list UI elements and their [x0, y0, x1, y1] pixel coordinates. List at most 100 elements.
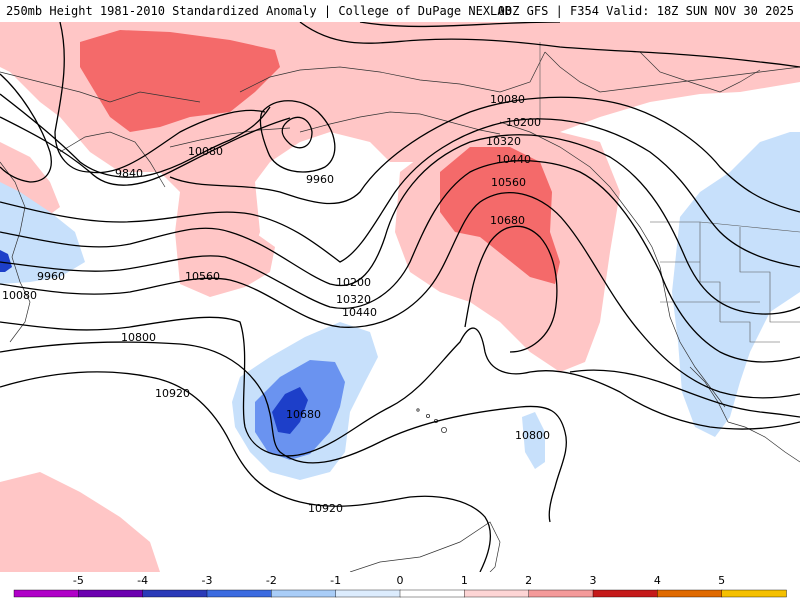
colorbar-tick-label: 0	[397, 574, 404, 587]
colorbar-segment	[657, 589, 723, 598]
contour-label-10920: 10920	[308, 502, 343, 515]
negative-anomaly-core-shading	[0, 250, 345, 460]
colorbar: -5 -4 -3 -2 -1 0 1 2 3 4 5	[0, 572, 800, 600]
anomaly-pos1-southwest	[0, 472, 160, 572]
colorbar-tick-label: 4	[654, 574, 661, 587]
map-panel: 9840 10080 9960 10080 10560 9960 10200 1…	[0, 22, 800, 572]
height-contours	[0, 22, 800, 572]
anomaly-pos2-gulf-alaska	[440, 147, 560, 284]
colorbar-segments	[13, 589, 787, 598]
contour-label-9840: 9840	[115, 167, 143, 180]
anomaly-neg3-asia	[0, 250, 12, 272]
contour-10440-arc	[0, 160, 800, 363]
contour-10200-arc	[0, 118, 800, 268]
coastline-kamchatka	[59, 131, 166, 188]
contour-label-10080: 10080	[2, 289, 37, 302]
colorbar-tick-label: -2	[266, 574, 277, 587]
colorbar-svg: -5 -4 -3 -2 -1 0 1 2 3 4 5	[13, 574, 787, 598]
colorbar-tick-label: -3	[202, 574, 213, 587]
contour-label-10800: 10800	[121, 331, 156, 344]
colorbar-segment	[335, 589, 401, 598]
coastline-panhandle	[499, 121, 726, 408]
island-hawaii-1	[416, 408, 420, 412]
header: 250mb Height 1981-2010 Standardized Anom…	[0, 0, 800, 22]
model-run-info: 00Z GFS | F354 Valid: 18Z SUN NOV 30 202…	[497, 4, 794, 18]
coastline-asia-north	[0, 71, 201, 103]
colorbar-segment	[142, 589, 208, 598]
colorbar-segment	[399, 589, 466, 598]
anomaly-pos1-central-pacific	[175, 212, 275, 297]
contour-10920	[0, 371, 492, 572]
colorbar-segment	[592, 589, 659, 598]
anomaly-neg1-hawaii	[522, 412, 545, 469]
contour-label-10560: 10560	[491, 176, 526, 189]
contour-10080-west	[0, 116, 291, 186]
contour-label-9960: 9960	[37, 270, 65, 283]
coastlines	[0, 51, 800, 572]
contour-arctic-1	[299, 22, 800, 68]
contour-9840-asia	[0, 73, 52, 183]
map-title: 250mb Height 1981-2010 Standardized Anom…	[6, 4, 512, 18]
hawaii-islands	[416, 408, 447, 433]
anomaly-neg1-western-us	[672, 132, 800, 437]
contour-10560-arc	[0, 192, 800, 399]
map-svg: 9840 10080 9960 10080 10560 9960 10200 1…	[0, 22, 800, 572]
contour-labels: 9840 10080 9960 10080 10560 9960 10200 1…	[2, 93, 550, 515]
contour-label-10320: 10320	[336, 293, 371, 306]
colorbar-tick-label: 1	[461, 574, 468, 587]
coastline-baja	[689, 366, 729, 423]
contour-label-10080: 10080	[188, 145, 223, 158]
colorbar-segment	[528, 589, 594, 598]
colorbar-tick-label: -4	[137, 574, 148, 587]
contour-10080-arc	[169, 96, 800, 213]
contour-10680-main	[0, 316, 800, 457]
colorbar-tick-label: -5	[73, 574, 84, 587]
contour-9960-low	[259, 100, 336, 173]
border-state-3	[660, 261, 760, 303]
coastline-mexico	[727, 421, 800, 463]
contour-10800-east	[569, 369, 800, 418]
contour-label-10560: 10560	[185, 270, 220, 283]
contour-low-ring-2	[281, 116, 313, 149]
coastline-alaska	[239, 51, 546, 93]
colorbar-segment	[464, 589, 530, 598]
contour-9960-kamchatka	[0, 93, 271, 178]
coastline-alaska-peninsula	[299, 111, 501, 135]
positive-anomaly-core-shading	[80, 30, 560, 284]
contour-10800	[0, 341, 567, 523]
contour-label-10680: 10680	[490, 214, 525, 227]
island-hawaii-4	[440, 426, 447, 433]
contour-label-10920: 10920	[155, 387, 190, 400]
contour-label-10440: 10440	[342, 306, 377, 319]
border-state-4	[720, 321, 780, 343]
contour-label-10200: 10200	[336, 276, 371, 289]
colorbar-tick-label: -1	[330, 574, 341, 587]
anomaly-pos2-bering	[80, 30, 280, 132]
coastline-asia	[0, 161, 31, 343]
contour-label-10320: 10320	[486, 135, 521, 148]
coastline-aleutians	[169, 127, 291, 148]
colorbar-segment	[206, 589, 273, 598]
contour-label-9960: 9960	[306, 173, 334, 186]
contour-label-10680: 10680	[286, 408, 321, 421]
border-us-canada	[650, 221, 800, 233]
colorbar-segment	[13, 589, 80, 598]
border-state-2	[739, 227, 800, 323]
contour-label-10200: 10200	[506, 116, 541, 129]
colorbar-segment	[271, 589, 337, 598]
contour-label-10800: 10800	[515, 429, 550, 442]
colorbar-segment	[721, 589, 787, 598]
colorbar-segment	[78, 589, 144, 598]
colorbar-tick-labels: -5 -4 -3 -2 -1 0 1 2 3 4 5	[73, 574, 725, 587]
island-hawaii-2	[425, 413, 430, 418]
colorbar-tick-label: 5	[718, 574, 725, 587]
contour-label-10440: 10440	[496, 153, 531, 166]
colorbar-tick-label: 2	[525, 574, 532, 587]
coastline-hudson	[639, 51, 761, 93]
contour-10680-gulf	[464, 225, 558, 353]
colorbar-tick-label: 3	[590, 574, 597, 587]
anomaly-neg3-subtropical-low	[272, 387, 308, 434]
contour-arctic-2	[359, 22, 561, 28]
contour-10320-arc	[0, 134, 800, 315]
coastline-bc	[544, 51, 800, 93]
